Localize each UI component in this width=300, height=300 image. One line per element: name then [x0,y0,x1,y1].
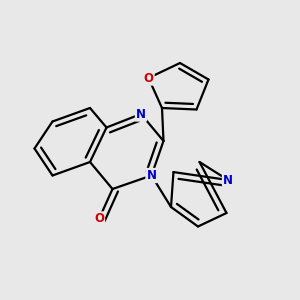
Text: N: N [136,107,146,121]
Text: O: O [94,212,104,226]
Text: O: O [143,71,154,85]
Text: N: N [223,173,233,187]
Text: N: N [146,169,157,182]
